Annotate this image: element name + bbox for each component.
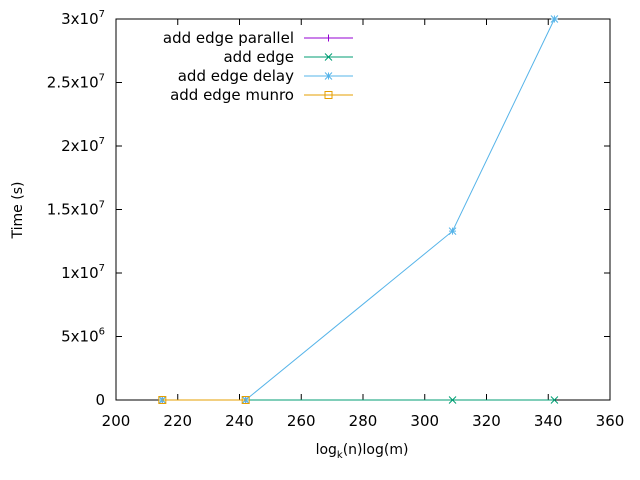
y-tick-label-mantissa: 2x10 bbox=[61, 137, 99, 155]
y-tick-label-mantissa: 1.5x10 bbox=[47, 201, 99, 219]
y-tick-label: 1x107 bbox=[61, 263, 105, 282]
x-tick-label: 240 bbox=[225, 412, 254, 430]
x-axis-label: logk(n)log(m) bbox=[316, 442, 409, 461]
legend-swatch-marker bbox=[324, 91, 333, 99]
data-point bbox=[448, 396, 457, 404]
y-tick-label-mantissa: 0 bbox=[95, 391, 105, 409]
y-tick-label-mantissa: 2.5x10 bbox=[47, 74, 99, 92]
x-tick-label: 340 bbox=[534, 412, 563, 430]
y-tick-label-exponent: 7 bbox=[99, 200, 105, 211]
y-axis-label: Time (s) bbox=[10, 182, 26, 240]
y-tick-label-exponent: 7 bbox=[99, 73, 105, 84]
y-tick-label-exponent: 7 bbox=[99, 136, 105, 147]
legend-item: add edge bbox=[223, 48, 353, 66]
legend-label: add edge parallel bbox=[163, 29, 294, 47]
x-tick-label: 280 bbox=[349, 412, 378, 430]
data-point bbox=[448, 227, 457, 235]
x-axis-ticks: 200 220 240 260 280 300 320 340 360 bbox=[102, 19, 625, 430]
y-tick-label: 1.5x107 bbox=[47, 200, 105, 219]
legend-label: add edge delay bbox=[178, 67, 294, 85]
legend-swatch-marker bbox=[324, 53, 333, 61]
data-point bbox=[158, 396, 167, 404]
series-add-edge-munro bbox=[158, 396, 250, 404]
y-tick-label-exponent: 7 bbox=[99, 9, 105, 20]
series-layer bbox=[158, 15, 559, 404]
legend-item: add edge parallel bbox=[163, 29, 353, 47]
data-point bbox=[550, 15, 559, 23]
x-axis-label-rest: (n)log(m) bbox=[343, 442, 409, 458]
y-tick-label-exponent: 7 bbox=[99, 263, 105, 274]
x-tick-label: 260 bbox=[287, 412, 316, 430]
y-tick-label: 5x106 bbox=[61, 327, 105, 346]
legend-item: add edge munro bbox=[170, 86, 353, 104]
x-tick-label: 320 bbox=[472, 412, 501, 430]
data-point bbox=[241, 396, 250, 404]
data-point bbox=[550, 396, 559, 404]
y-tick-label: 0 bbox=[95, 391, 105, 409]
legend-label: add edge munro bbox=[170, 86, 294, 104]
y-tick-label: 3x107 bbox=[61, 9, 105, 28]
y-tick-label-mantissa: 5x10 bbox=[61, 328, 99, 346]
x-tick-label: 200 bbox=[102, 412, 131, 430]
y-tick-label-mantissa: 1x10 bbox=[61, 264, 99, 282]
x-tick-label: 300 bbox=[410, 412, 439, 430]
legend-item: add edge delay bbox=[178, 67, 353, 85]
x-tick-label: 220 bbox=[163, 412, 192, 430]
y-tick-label: 2.5x107 bbox=[47, 73, 105, 92]
x-tick-label: 360 bbox=[596, 412, 625, 430]
y-tick-label-exponent: 6 bbox=[99, 327, 105, 338]
x-axis-label-subscript: k bbox=[337, 450, 343, 461]
y-tick-label: 2x107 bbox=[61, 136, 105, 155]
legend-swatch-marker bbox=[325, 34, 332, 42]
x-axis-label-main: log bbox=[316, 442, 337, 458]
legend-swatch-marker bbox=[324, 72, 333, 80]
legend-label: add edge bbox=[223, 48, 294, 66]
y-tick-label-mantissa: 3x10 bbox=[61, 10, 99, 28]
